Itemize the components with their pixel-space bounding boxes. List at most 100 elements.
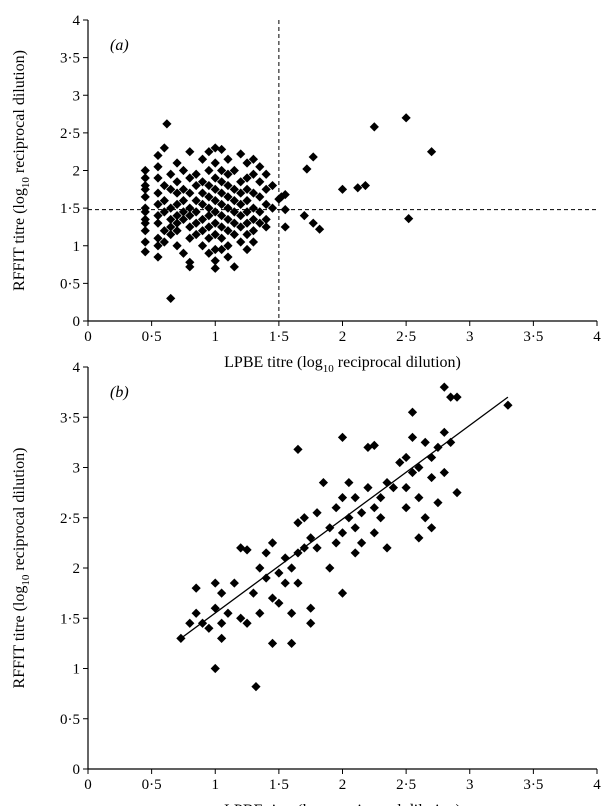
- data-point: [306, 603, 316, 613]
- data-point: [426, 147, 437, 157]
- data-point: [306, 618, 316, 628]
- data-point: [197, 154, 208, 164]
- data-point: [369, 122, 379, 132]
- data-point: [236, 188, 246, 198]
- data-point: [401, 113, 411, 123]
- data-point: [242, 158, 252, 168]
- data-point: [350, 523, 360, 533]
- data-point: [197, 618, 208, 628]
- x-axis-label: LPBE titre (log10 reciprocal dilution): [224, 802, 461, 806]
- data-point: [204, 147, 214, 157]
- data-point: [420, 513, 430, 523]
- data-point: [382, 477, 392, 488]
- data-point: [166, 169, 176, 179]
- data-point: [306, 533, 316, 543]
- data-point: [223, 180, 233, 191]
- y-tick-label: 0: [73, 762, 81, 778]
- data-point: [255, 608, 265, 618]
- data-point: [166, 222, 176, 232]
- data-point: [407, 467, 418, 478]
- data-point: [280, 189, 290, 200]
- x-tick-label: 3: [466, 329, 474, 345]
- data-point: [308, 218, 318, 228]
- data-point: [153, 162, 163, 172]
- data-point: [267, 203, 278, 213]
- data-point: [280, 222, 290, 232]
- data-point: [407, 432, 418, 442]
- data-point: [159, 196, 169, 206]
- data-point: [293, 548, 303, 558]
- x-tick-label: 1: [212, 777, 220, 793]
- data-point: [452, 488, 462, 498]
- y-tick-label: 0: [73, 314, 81, 330]
- data-point: [178, 165, 189, 176]
- data-point: [153, 233, 163, 243]
- data-point: [242, 545, 252, 555]
- data-point: [426, 523, 437, 533]
- data-point: [314, 224, 325, 234]
- x-tick-label: 0: [84, 777, 92, 793]
- data-point: [261, 222, 271, 232]
- y-tick-label: 1: [73, 662, 81, 678]
- data-point: [236, 177, 246, 187]
- y-tick-label: 1·5: [60, 201, 80, 217]
- data-point: [140, 207, 150, 217]
- data-point: [204, 623, 214, 633]
- data-point: [172, 218, 182, 228]
- data-point: [242, 173, 252, 183]
- data-point: [248, 188, 259, 198]
- data-point: [242, 196, 252, 206]
- data-point: [185, 222, 195, 232]
- data-point: [261, 199, 271, 209]
- data-point: [197, 177, 208, 187]
- data-point: [159, 180, 169, 191]
- data-point: [204, 233, 214, 243]
- data-point: [414, 493, 424, 503]
- data-point: [229, 218, 239, 228]
- data-point: [318, 477, 329, 488]
- x-tick-label: 3: [466, 777, 474, 793]
- data-point: [439, 382, 449, 392]
- data-point: [210, 158, 220, 168]
- data-point: [223, 169, 233, 179]
- data-point: [287, 608, 297, 618]
- data-point: [217, 199, 227, 209]
- data-point: [236, 211, 246, 221]
- data-point: [178, 207, 189, 217]
- data-point: [255, 162, 265, 172]
- data-point: [204, 222, 214, 232]
- data-point: [172, 199, 182, 209]
- data-point: [251, 681, 261, 692]
- data-point: [172, 241, 182, 251]
- data-point: [248, 203, 259, 213]
- regression-line: [180, 396, 509, 639]
- data-point: [446, 437, 456, 447]
- data-point: [293, 444, 303, 455]
- data-point: [236, 613, 246, 623]
- panel-label: (a): [110, 37, 129, 54]
- data-point: [337, 432, 348, 442]
- data-point: [388, 483, 398, 493]
- data-point: [242, 618, 252, 628]
- data-point: [426, 472, 437, 483]
- x-tick-label: 4: [593, 777, 601, 793]
- data-point: [166, 203, 176, 213]
- data-point: [312, 543, 322, 553]
- data-point: [223, 192, 233, 202]
- data-point: [210, 207, 220, 217]
- data-point: [210, 184, 220, 194]
- x-tick-label: 1: [212, 329, 220, 345]
- data-point: [191, 218, 201, 228]
- data-point: [369, 440, 379, 450]
- data-point: [217, 233, 227, 243]
- data-point: [178, 184, 189, 194]
- data-point: [172, 188, 182, 198]
- data-point: [210, 143, 220, 153]
- y-tick-label: 2·5: [60, 511, 80, 527]
- data-point: [210, 173, 220, 183]
- data-point: [223, 608, 233, 618]
- data-point: [153, 241, 163, 251]
- data-point: [248, 226, 259, 236]
- data-point: [401, 503, 411, 513]
